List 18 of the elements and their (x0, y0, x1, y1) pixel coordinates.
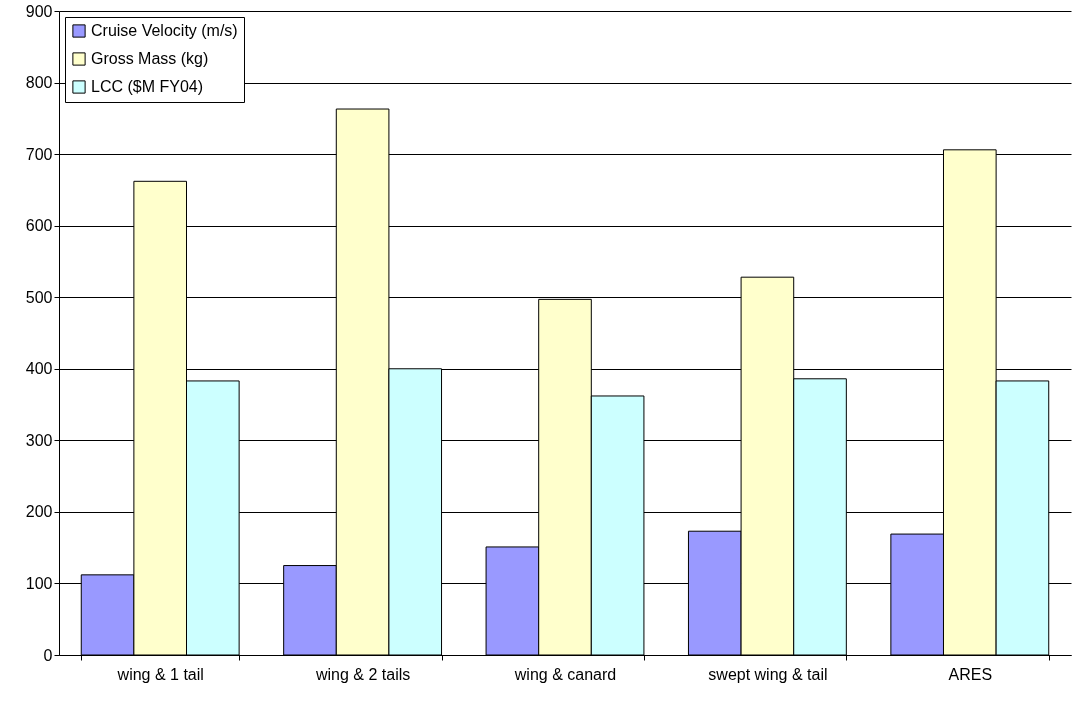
x-tick-label: wing & 2 tails (314, 665, 411, 683)
x-tick-label: wing & canard (513, 665, 617, 683)
y-tick-label: 200 (25, 503, 53, 521)
legend-label: Cruise Velocity (m/s) (91, 22, 238, 39)
x-tick-label: swept wing & tail (708, 665, 828, 683)
y-tick-label: 100 (25, 574, 53, 592)
legend-label: Gross Mass (kg) (91, 50, 209, 67)
x-tick-label: ARES (948, 665, 993, 683)
x-tick-label: wing & 1 tail (116, 665, 204, 683)
y-tick-label: 0 (43, 646, 53, 664)
legend-label: LCC ($M FY04) (91, 78, 204, 95)
y-tick-label: 500 (25, 288, 53, 306)
y-tick-label: 800 (25, 74, 53, 92)
y-tick-label: 900 (25, 2, 53, 20)
y-tick-label: 300 (25, 431, 53, 449)
y-tick-label: 400 (25, 360, 53, 378)
y-tick-label: 600 (25, 217, 53, 235)
y-tick-label: 700 (25, 145, 53, 163)
